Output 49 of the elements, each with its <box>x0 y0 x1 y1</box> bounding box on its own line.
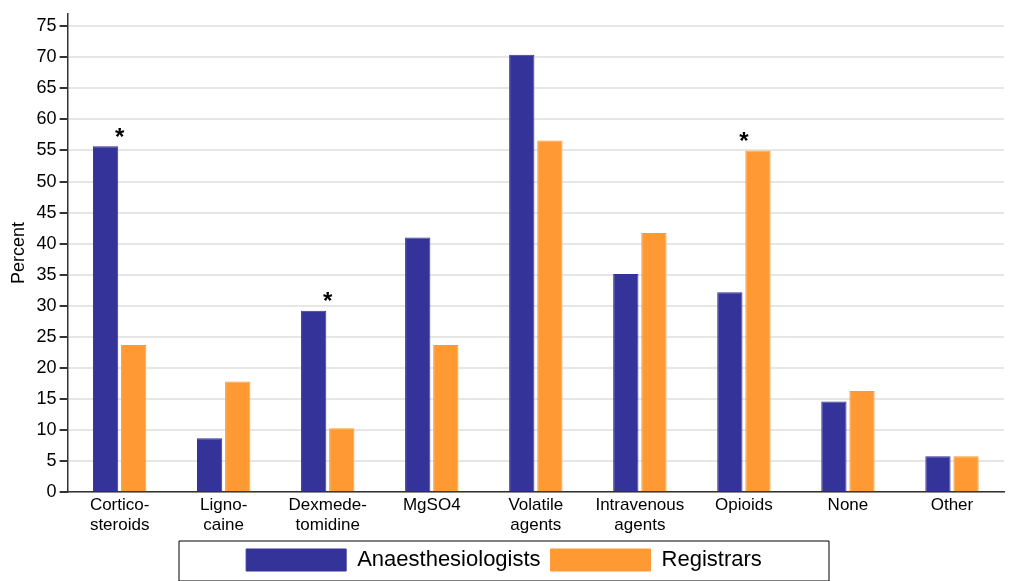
legend-label: Anaesthesiologists <box>357 546 541 572</box>
x-tick-label: Intravenous agents <box>595 495 685 535</box>
y-axis-title: Percent <box>7 221 28 285</box>
bar <box>121 344 147 492</box>
bar <box>925 456 951 492</box>
bar <box>405 237 431 492</box>
bar <box>197 438 223 492</box>
x-tick-label: Opioids <box>715 495 773 515</box>
bar <box>433 344 459 492</box>
x-tick-label: Cortico- steroids <box>89 495 150 535</box>
y-tick-label: 50 <box>36 170 57 191</box>
x-tick-label: MgSO4 <box>402 495 461 515</box>
y-tick-label: 75 <box>36 15 57 36</box>
y-tick-label: 15 <box>36 387 57 408</box>
bar <box>849 390 875 492</box>
bar <box>92 146 119 492</box>
y-tick-label: 5 <box>46 450 57 471</box>
bar <box>641 233 667 492</box>
y-tick-label: 65 <box>36 77 57 98</box>
y-tick-label: 20 <box>36 356 57 377</box>
annotation: * <box>114 122 125 150</box>
x-tick-label: None <box>827 495 869 515</box>
y-tick-label: 60 <box>36 108 57 129</box>
x-tick-label: Dexmede- tomidine <box>288 495 367 535</box>
legend-label: Registrars <box>661 546 762 572</box>
y-tick-label: 70 <box>36 46 57 67</box>
bar <box>225 381 251 492</box>
y-tick-label: 40 <box>36 232 57 253</box>
bar <box>821 401 847 492</box>
bar <box>509 54 535 492</box>
y-tick-label: 25 <box>36 325 57 346</box>
bar <box>537 140 563 492</box>
bar <box>301 310 327 492</box>
y-tick-label: 10 <box>36 419 57 440</box>
y-tick-label: 55 <box>36 139 57 160</box>
y-tick-label: 0 <box>46 481 57 502</box>
y-tick-label: 30 <box>36 294 57 315</box>
annotation: * <box>323 287 334 315</box>
bar <box>613 274 639 492</box>
y-tick-label: 35 <box>36 263 57 284</box>
x-tick-label: Other <box>930 495 974 515</box>
x-tick-label: Ligno- caine <box>200 495 248 535</box>
bar <box>329 428 355 492</box>
bar <box>953 456 979 492</box>
y-tick-label: 45 <box>36 201 57 222</box>
bar <box>745 150 771 492</box>
x-tick-label: Volatile agents <box>508 495 564 535</box>
bar <box>717 292 743 492</box>
annotation: * <box>739 127 750 155</box>
